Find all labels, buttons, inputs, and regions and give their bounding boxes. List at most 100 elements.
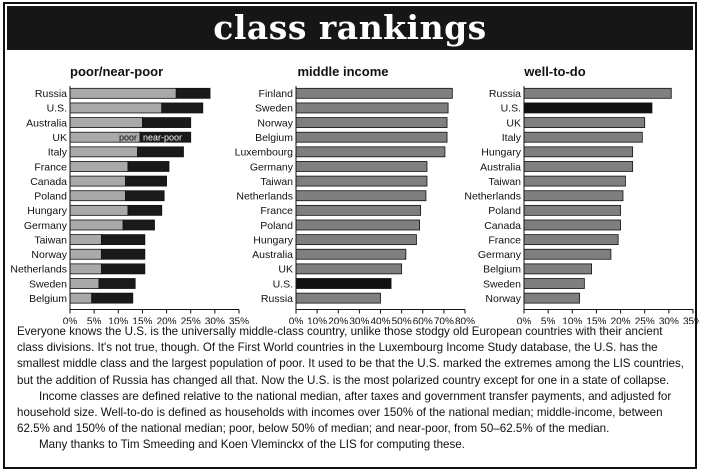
panel-title-well-to-do: well-to-do	[523, 64, 585, 79]
bar-italy	[523, 131, 643, 143]
bar-poor-belgium	[69, 292, 93, 304]
bar-belgium	[295, 131, 448, 143]
caption-paragraph-2: Income classes are defined relative to t…	[17, 389, 672, 436]
bar-poland	[523, 204, 621, 216]
bar-u-s	[523, 102, 653, 114]
category-label-poland: Poland	[488, 205, 521, 217]
category-label-germany: Germany	[250, 161, 294, 173]
category-label-taiwan: Taiwan	[488, 176, 521, 188]
category-label-france: France	[488, 234, 521, 246]
bar-russia	[523, 87, 672, 99]
category-label-australia: Australia	[26, 117, 67, 129]
bar-norway	[295, 117, 448, 128]
bar-sweden	[295, 102, 449, 114]
category-label-poland: Poland	[260, 220, 293, 232]
bar-poor-taiwan	[69, 234, 102, 246]
category-label-australia: Australia	[480, 161, 521, 173]
bar-hungary	[295, 234, 417, 246]
category-label-norway: Norway	[257, 117, 293, 129]
bar-poor-germany	[69, 219, 124, 231]
bar-hungary	[523, 146, 634, 158]
x-tick-label-poor-near-poor-6: 30%	[205, 316, 225, 324]
bar-poor-italy	[69, 146, 138, 158]
bar-russia	[295, 292, 381, 304]
category-label-hungary: Hungary	[27, 205, 67, 217]
category-label-uk: UK	[278, 264, 293, 276]
category-label-france: France	[34, 161, 67, 173]
bar-netherlands	[523, 190, 624, 202]
x-tick-label-well-to-do-2: 10%	[562, 316, 582, 324]
bar-taiwan	[295, 175, 428, 187]
category-label-hungary: Hungary	[481, 147, 521, 159]
caption: Everyone knows the U.S. is the universal…	[17, 324, 689, 454]
bar-germany	[523, 248, 612, 260]
bar-poor-netherlands	[69, 263, 102, 275]
x-tick-label-well-to-do-4: 20%	[611, 316, 631, 324]
bar-poor-australia	[69, 117, 143, 128]
bar-near-poor-taiwan	[100, 234, 146, 246]
category-label-norway: Norway	[485, 293, 521, 305]
bar-uk	[523, 117, 646, 128]
bar-poor-norway	[69, 248, 102, 260]
x-tick-label-poor-near-poor-7: 35%	[229, 316, 249, 324]
x-tick-label-middle-income-6: 60%	[413, 316, 433, 324]
category-label-sweden: Sweden	[483, 278, 521, 290]
legend-poor: poor	[119, 133, 137, 143]
bar-near-poor-russia	[175, 87, 211, 99]
x-tick-label-well-to-do-3: 15%	[586, 316, 606, 324]
bar-poor-canada	[69, 175, 126, 187]
category-label-u-s: U.S.	[47, 103, 67, 115]
x-tick-label-poor-near-poor-1: 5%	[87, 316, 102, 324]
category-label-russia: Russia	[35, 88, 67, 100]
category-label-netherlands: Netherlands	[10, 264, 67, 276]
category-label-taiwan: Taiwan	[34, 234, 67, 246]
category-label-russia: Russia	[489, 88, 521, 100]
category-label-u-s: U.S.	[501, 103, 521, 115]
charts-area: poor/near-poor Russia U.S. Australia UK Italy…	[5, 50, 699, 324]
bar-near-poor-hungary	[127, 204, 163, 216]
bar-poland	[295, 219, 420, 231]
x-tick-label-poor-near-poor-4: 20%	[157, 316, 177, 324]
category-label-hungary: Hungary	[253, 234, 293, 246]
category-label-norway: Norway	[31, 249, 67, 261]
figure-frame: class rankings poor/near-poor Russia U.S. A…	[3, 2, 699, 469]
bar-poor-russia	[69, 87, 177, 99]
bar-poor-poland	[69, 190, 126, 202]
category-label-netherlands: Netherlands	[236, 191, 293, 203]
category-label-australia: Australia	[252, 249, 293, 261]
bar-canada	[523, 219, 621, 231]
category-label-italy: Italy	[502, 132, 522, 144]
category-label-u-s: U.S.	[273, 278, 293, 290]
bar-near-poor-italy	[137, 146, 184, 158]
bar-belgium	[523, 263, 592, 275]
x-tick-label-poor-near-poor-5: 25%	[181, 316, 201, 324]
x-tick-label-middle-income-1: 10%	[307, 316, 327, 324]
figure-title: class rankings	[7, 6, 693, 50]
bar-norway	[523, 292, 580, 304]
bar-u-s	[295, 278, 392, 289]
bar-near-poor-uk	[139, 131, 192, 143]
category-label-finland: Finland	[259, 88, 294, 100]
caption-paragraph-1: Everyone knows the U.S. is the universal…	[17, 325, 685, 387]
bar-australia	[295, 248, 407, 260]
category-label-russia: Russia	[261, 293, 293, 305]
category-label-netherlands: Netherlands	[464, 191, 521, 203]
bar-finland	[295, 87, 453, 99]
category-label-belgium: Belgium	[29, 293, 67, 305]
x-tick-label-middle-income-2: 20%	[328, 316, 348, 324]
bar-poor-u-s	[69, 102, 163, 114]
x-tick-label-middle-income-4: 40%	[370, 316, 390, 324]
bar-near-poor-netherlands	[100, 263, 146, 275]
category-label-canada: Canada	[30, 176, 67, 188]
bar-near-poor-australia	[142, 117, 192, 128]
x-tick-label-poor-near-poor-3: 15%	[132, 316, 152, 324]
bar-taiwan	[523, 175, 626, 187]
category-label-germany: Germany	[24, 220, 68, 232]
bar-germany	[295, 161, 428, 172]
bar-near-poor-u-s	[161, 102, 204, 114]
x-tick-label-well-to-do-5: 25%	[635, 316, 655, 324]
category-label-uk: UK	[52, 132, 67, 144]
bar-poor-france	[69, 161, 129, 172]
category-label-belgium: Belgium	[255, 132, 293, 144]
x-tick-label-well-to-do-0: 0%	[517, 316, 532, 324]
